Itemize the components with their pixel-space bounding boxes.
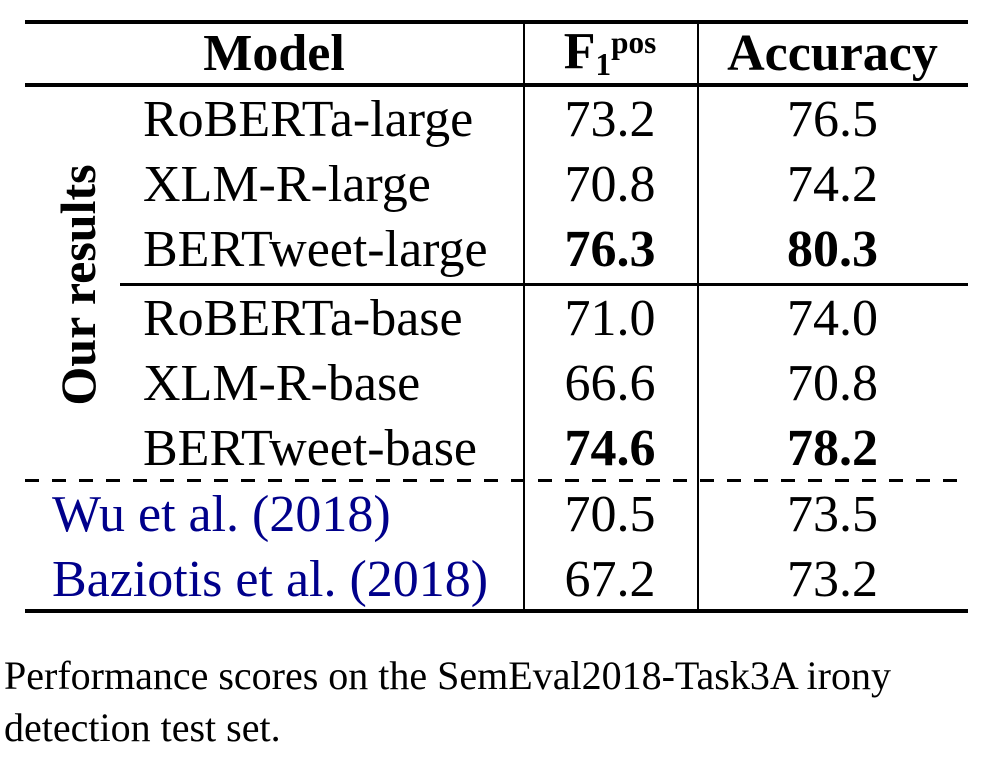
model-cell: RoBERTa-base <box>143 289 463 347</box>
accuracy-cell: 73.5 <box>787 485 878 543</box>
f1-superscript: pos <box>611 25 657 61</box>
table-row: XLM-R-large 70.8 74.2 <box>25 152 968 217</box>
table-row: Wu et al. (2018) 70.5 73.5 <box>25 482 968 547</box>
model-cell: XLM-R-base <box>143 354 421 412</box>
accuracy-cell: 80.3 <box>787 220 878 278</box>
citation-link[interactable]: Baziotis et al. (2018) <box>52 550 489 608</box>
accuracy-cell: 76.5 <box>787 90 878 148</box>
table-row: XLM-R-base 66.6 70.8 <box>25 351 968 416</box>
group-divider-rule <box>120 283 968 286</box>
f1-subscript: 1 <box>595 47 612 83</box>
table-row: BERTweet-large 76.3 80.3 <box>25 217 968 282</box>
caption-line-1: Performance scores on the SemEval2018-Ta… <box>4 653 891 698</box>
model-cell: Baziotis et al. (2018) <box>25 550 523 608</box>
accuracy-cell: 74.0 <box>787 289 878 347</box>
caption-line-2: detection test set. <box>4 705 281 750</box>
accuracy-cell: 74.2 <box>787 155 878 213</box>
results-table: Our results Model F1pos Accuracy RoBERTa… <box>25 20 968 613</box>
model-cell: BERTweet-base <box>143 419 478 477</box>
model-cell: Wu et al. (2018) <box>25 485 523 543</box>
f1-cell: 76.3 <box>564 220 656 278</box>
f1-cell: 71.0 <box>564 289 656 347</box>
accuracy-cell: 73.2 <box>787 550 878 608</box>
model-cell: BERTweet-large <box>143 220 488 278</box>
header-model: Model <box>203 24 345 82</box>
column-divider-1 <box>523 20 525 613</box>
accuracy-cell: 70.8 <box>787 354 878 412</box>
accuracy-cell: 78.2 <box>787 419 878 477</box>
f1-cell: 73.2 <box>564 90 656 148</box>
f1-base: F <box>563 23 596 81</box>
table-row: RoBERTa-base 71.0 74.0 <box>25 286 968 351</box>
model-cell: XLM-R-large <box>143 155 431 213</box>
f1-cell: 74.6 <box>564 419 656 477</box>
table-row: BERTweet-base 74.6 78.2 <box>25 416 968 481</box>
f1-cell: 70.8 <box>564 155 656 213</box>
header-bottom-rule <box>25 83 968 87</box>
table-top-rule <box>25 20 968 24</box>
citation-link[interactable]: Wu et al. (2018) <box>52 485 391 543</box>
f1-cell: 67.2 <box>564 550 656 608</box>
table-header-row: Model F1pos Accuracy <box>25 24 968 83</box>
table-caption: Performance scores on the SemEval2018-Ta… <box>4 650 994 754</box>
table-bottom-rule <box>25 609 968 613</box>
dashed-divider-rule <box>25 479 968 482</box>
model-cell: RoBERTa-large <box>143 90 474 148</box>
table-row: RoBERTa-large 73.2 76.5 <box>25 87 968 152</box>
f1-cell: 66.6 <box>564 354 656 412</box>
header-f1pos: F1pos <box>523 26 697 80</box>
f1-cell: 70.5 <box>564 485 656 543</box>
table-row: Baziotis et al. (2018) 67.2 73.2 <box>25 547 968 612</box>
column-divider-2 <box>697 20 699 613</box>
header-accuracy: Accuracy <box>727 24 938 82</box>
